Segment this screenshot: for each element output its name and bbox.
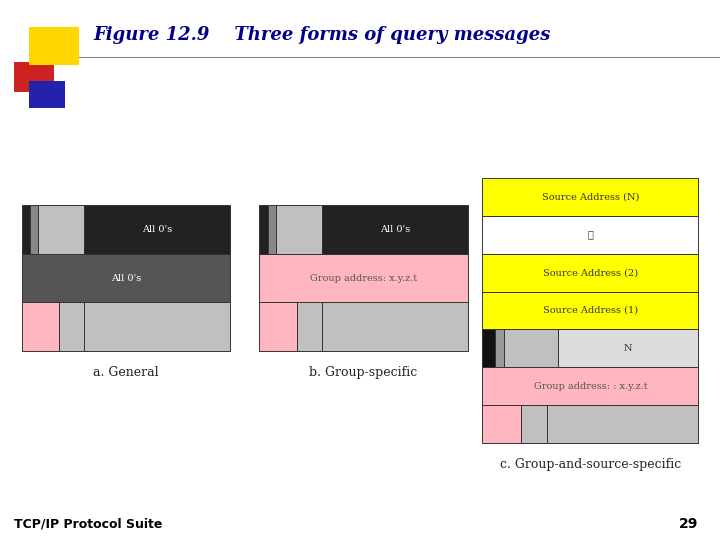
Bar	[22, 254, 230, 302]
Text: Group address: : x.y.z.t: Group address: : x.y.z.t	[534, 382, 647, 390]
Bar	[521, 405, 547, 443]
Bar	[558, 329, 698, 367]
Bar	[259, 302, 297, 351]
Bar	[482, 254, 698, 292]
Text: a. General: a. General	[93, 366, 159, 379]
Text: b. Group-specific: b. Group-specific	[310, 366, 418, 379]
Text: c. Group-and-source-specific: c. Group-and-source-specific	[500, 458, 681, 471]
Text: Source Address (2): Source Address (2)	[543, 268, 638, 277]
Bar	[276, 205, 322, 254]
Bar	[504, 329, 558, 367]
Text: ⋮: ⋮	[588, 231, 593, 239]
Text: All 0's: All 0's	[142, 225, 173, 234]
Bar	[259, 254, 468, 302]
Bar	[84, 302, 230, 351]
Text: Group address: x.y.z.t: Group address: x.y.z.t	[310, 274, 417, 282]
Bar	[482, 329, 495, 367]
Bar	[14, 62, 54, 92]
Text: 29: 29	[679, 517, 698, 531]
Bar	[482, 292, 698, 329]
Text: All 0's: All 0's	[111, 274, 141, 282]
Bar	[297, 302, 322, 351]
Bar	[84, 205, 230, 254]
Text: Source Address (N): Source Address (N)	[541, 193, 639, 201]
Text: All 0's: All 0's	[379, 225, 410, 234]
Bar	[22, 302, 59, 351]
Bar	[482, 367, 698, 405]
Bar	[59, 302, 84, 351]
Bar	[482, 216, 698, 254]
Text: N: N	[624, 344, 632, 353]
Bar	[322, 302, 468, 351]
Text: TCP/IP Protocol Suite: TCP/IP Protocol Suite	[14, 517, 163, 530]
Text: Figure 12.9    Three forms of query messages: Figure 12.9 Three forms of query message…	[94, 26, 551, 44]
Bar	[322, 205, 468, 254]
Bar	[482, 178, 698, 216]
Bar	[547, 405, 698, 443]
Bar	[29, 81, 65, 108]
Bar	[482, 405, 521, 443]
Bar	[38, 205, 84, 254]
Bar	[30, 205, 38, 254]
Bar	[495, 329, 504, 367]
Bar	[268, 205, 276, 254]
Text: Source Address (1): Source Address (1)	[543, 306, 638, 315]
Bar	[22, 205, 30, 254]
Bar	[29, 27, 79, 65]
Bar	[259, 205, 268, 254]
